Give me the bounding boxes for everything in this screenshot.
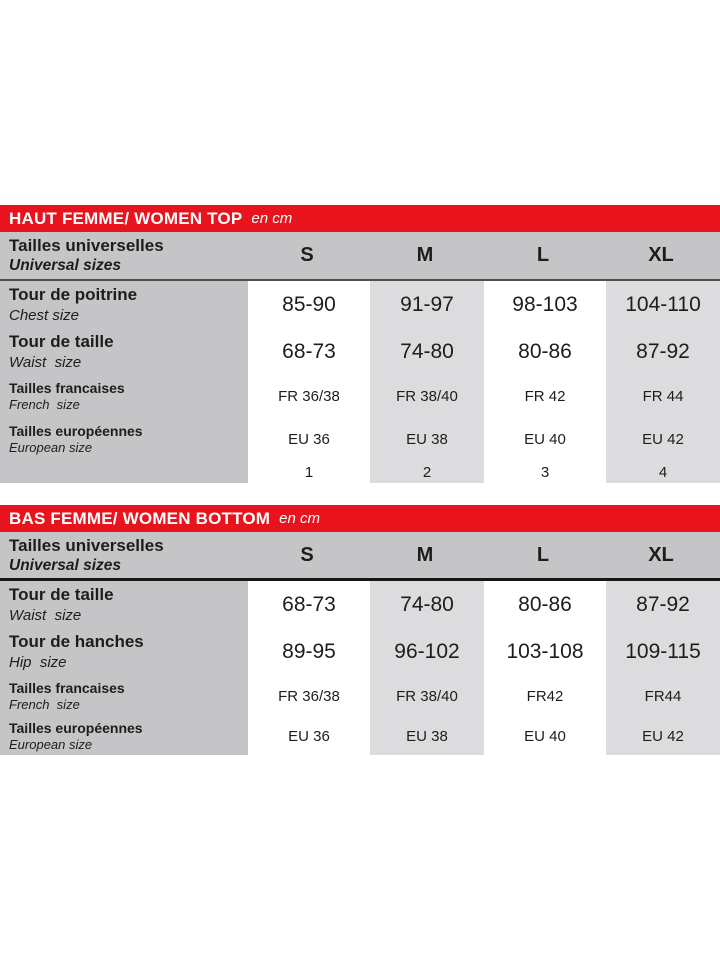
universal-sizes-header-row: Tailles universelles Universal sizes S M… [0,232,720,281]
universal-sizes-label-fr: Tailles universelles [9,236,164,256]
row-label-fr: Tour de taille [9,584,114,604]
value-cell: FR44 [606,675,720,718]
value-cell: 80-86 [488,328,602,375]
row-label-en: Waist size [9,606,82,624]
row-label-en: Chest size [9,306,80,324]
size-col-header-l: L [536,543,550,566]
value-cell: FR 42 [488,375,602,418]
size-col-header-s: S [300,543,314,566]
value-cell: 87-92 [606,328,720,375]
table-row-hip: Tour de hanches Hip size 89-95 96-102 10… [0,628,720,675]
universal-sizes-label-fr: Tailles universelles [9,535,164,555]
row-label-french-size: Tailles francaises French size [0,675,248,718]
value-cell: EU 42 [606,418,720,461]
value-cell: EU 42 [606,718,720,755]
size-col-header-l: L [536,244,550,266]
row-label-fr: Tour de hanches [9,631,144,651]
women-bottom-size-table: BAS FEMME/ WOMEN BOTTOM en cm Tailles un… [0,505,720,755]
universal-sizes-label-en: Universal sizes [9,556,122,574]
value-cell: EU 36 [252,418,366,461]
table-row-french-size: Tailles francaises French size FR 36/38 … [0,375,720,418]
value-cell: FR 38/40 [370,375,484,418]
value-cell: FR 44 [606,375,720,418]
value-cell: EU 36 [252,718,366,755]
row-label-hip: Tour de hanches Hip size [0,628,248,675]
value-cell: 3 [488,461,602,483]
value-cell: FR 36/38 [252,675,366,718]
value-cell: 1 [252,461,366,483]
row-label-chest: Tour de poitrine Chest size [0,281,248,328]
universal-sizes-header-row: Tailles universelles Universal sizes S M… [0,532,720,581]
women-bottom-header-bar: BAS FEMME/ WOMEN BOTTOM en cm [0,505,720,532]
value-cell: FR 38/40 [370,675,484,718]
table-row-waist: Tour de taille Waist size 68-73 74-80 80… [0,581,720,628]
value-cell: 109-115 [606,628,720,675]
value-cell: 103-108 [488,628,602,675]
row-label-waist: Tour de taille Waist size [0,581,248,628]
row-label-en: Hip size [9,653,67,671]
row-label-en: European size [9,440,93,456]
value-cell: 91-97 [370,281,484,328]
value-cell: FR 36/38 [252,375,366,418]
table-row-waist: Tour de taille Waist size 68-73 74-80 80… [0,328,720,375]
value-cell: 85-90 [252,281,366,328]
value-cell: 89-95 [252,628,366,675]
table-row-chest: Tour de poitrine Chest size 85-90 91-97 … [0,281,720,328]
value-cell: EU 40 [488,718,602,755]
unit-label: en cm [279,510,321,527]
value-cell: 80-86 [488,581,602,628]
value-cell: FR42 [488,675,602,718]
value-cell: EU 38 [370,718,484,755]
size-col-header-xl: XL [648,244,674,266]
value-cell: 104-110 [606,281,720,328]
table-title: BAS FEMME/ WOMEN BOTTOM [9,508,271,528]
universal-sizes-label: Tailles universelles Universal sizes [0,232,248,279]
value-cell: 74-80 [370,581,484,628]
row-label-french-size: Tailles francaises French size [0,375,248,418]
women-top-header-bar: HAUT FEMME/ WOMEN TOP en cm [0,205,720,232]
row-label-en: European size [9,737,93,753]
row-label-en: French size [9,397,80,413]
table-title: HAUT FEMME/ WOMEN TOP [9,208,243,228]
universal-sizes-label-en: Universal sizes [9,257,122,275]
table-row-european-size: Tailles européennes European size EU 36 … [0,718,720,755]
size-col-header-m: M [416,543,434,566]
row-label-european-size: Tailles européennes European size [0,718,248,755]
women-top-size-table: HAUT FEMME/ WOMEN TOP en cm Tailles univ… [0,205,720,483]
row-label-fr: Tour de poitrine [9,284,138,304]
table-row-european-size: Tailles européennes European size EU 36 … [0,418,720,461]
value-cell: 87-92 [606,581,720,628]
row-label-european-size: Tailles européennes European size [0,418,248,461]
size-col-header-m: M [416,244,434,266]
table-row-size-index: 1 2 3 4 [0,461,720,483]
value-cell: 4 [606,461,720,483]
row-label-en: Waist size [9,353,82,371]
table-row-french-size: Tailles francaises French size FR 36/38 … [0,675,720,718]
size-col-header-xl: XL [648,543,674,566]
value-cell: 68-73 [252,581,366,628]
row-label-fr: Tailles francaises [9,679,125,696]
value-cell: 2 [370,461,484,483]
row-label-waist: Tour de taille Waist size [0,328,248,375]
unit-label: en cm [251,210,293,227]
value-cell: EU 40 [488,418,602,461]
value-cell: 98-103 [488,281,602,328]
universal-sizes-label: Tailles universelles Universal sizes [0,532,248,578]
row-label-empty [0,461,248,483]
row-label-fr: Tailles européennes [9,719,143,736]
row-label-fr: Tailles francaises [9,379,125,396]
value-cell: EU 38 [370,418,484,461]
row-label-fr: Tailles européennes [9,422,143,439]
row-label-en: French size [9,697,80,713]
value-cell: 74-80 [370,328,484,375]
value-cell: 68-73 [252,328,366,375]
value-cell: 96-102 [370,628,484,675]
row-label-fr: Tour de taille [9,331,114,351]
size-col-header-s: S [300,244,314,266]
